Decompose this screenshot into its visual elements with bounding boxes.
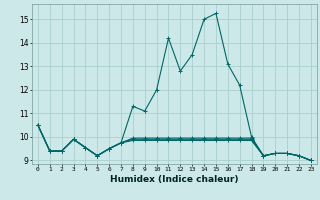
X-axis label: Humidex (Indice chaleur): Humidex (Indice chaleur) [110, 175, 239, 184]
